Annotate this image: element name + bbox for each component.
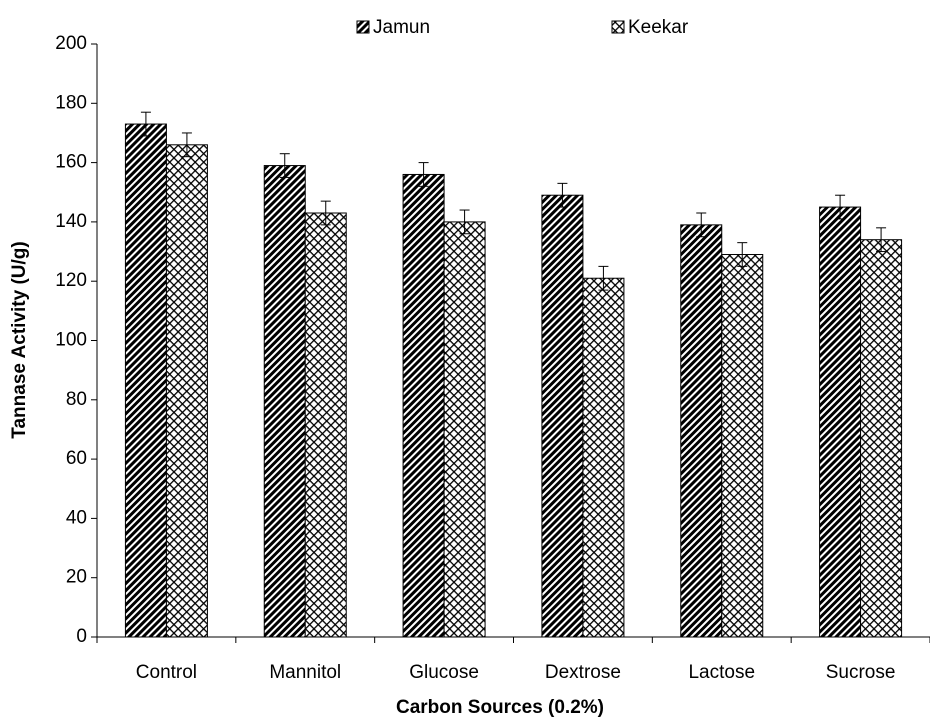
- error-bar: [418, 162, 429, 187]
- error-bar: [876, 227, 887, 253]
- legend-swatch: [611, 20, 625, 34]
- y-tick-label: 60: [66, 448, 87, 469]
- x-tick-label: Glucose: [409, 662, 479, 683]
- y-tick-label: 100: [55, 330, 87, 351]
- bar: [443, 221, 486, 638]
- x-tick-label: Dextrose: [545, 662, 621, 683]
- x-tick-label: Sucrose: [826, 662, 896, 683]
- error-bar: [459, 209, 470, 235]
- y-tick-label: 40: [66, 507, 87, 528]
- error-bar: [737, 242, 748, 267]
- y-axis-title: Tannase Activity (U/g): [9, 241, 30, 438]
- legend-label: Jamun: [373, 17, 430, 38]
- bar: [680, 224, 723, 638]
- y-tick-label: 20: [66, 567, 87, 588]
- x-tick-label: Mannitol: [269, 662, 341, 683]
- legend-label: Keekar: [628, 17, 689, 38]
- x-axis-title: Carbon Sources (0.2%): [396, 697, 604, 718]
- bar: [263, 165, 306, 638]
- bar: [582, 277, 625, 638]
- error-bar: [696, 212, 707, 238]
- bar: [165, 144, 208, 638]
- bar: [721, 254, 764, 638]
- y-tick-label: 0: [76, 626, 87, 647]
- x-tick-label: Lactose: [688, 662, 755, 683]
- bar: [304, 212, 347, 638]
- error-bar: [598, 265, 609, 291]
- y-tick-label: 80: [66, 389, 87, 410]
- error-bar: [835, 194, 846, 220]
- y-tick-label: 120: [55, 270, 87, 291]
- y-tick-label: 200: [55, 33, 87, 54]
- y-tick-label: 180: [55, 92, 87, 113]
- error-bar: [279, 153, 290, 178]
- x-tick-label: Control: [136, 662, 197, 683]
- bar: [541, 194, 584, 638]
- bar: [124, 123, 167, 638]
- error-bar: [140, 111, 151, 137]
- bar: [402, 173, 445, 638]
- legend-swatch: [356, 20, 370, 34]
- y-tick-label: 160: [55, 152, 87, 173]
- bar: [819, 206, 862, 638]
- y-tick-label: 140: [55, 211, 87, 232]
- error-bar: [181, 132, 192, 158]
- error-bar: [320, 200, 331, 226]
- error-bar: [557, 182, 568, 208]
- bar: [860, 239, 903, 638]
